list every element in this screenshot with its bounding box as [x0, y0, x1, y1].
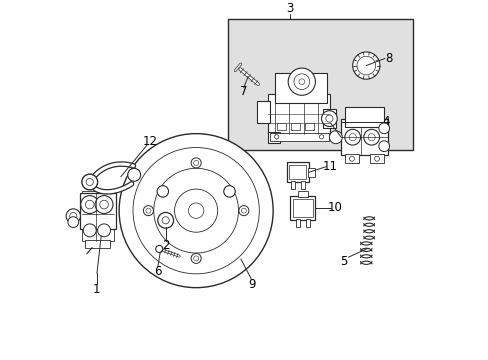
Text: 1: 1: [93, 283, 101, 296]
Circle shape: [321, 111, 337, 126]
Circle shape: [86, 179, 93, 185]
Circle shape: [325, 115, 332, 122]
Circle shape: [224, 186, 235, 197]
Circle shape: [158, 212, 173, 228]
Circle shape: [274, 135, 278, 139]
Circle shape: [378, 123, 389, 134]
Circle shape: [344, 129, 360, 145]
Bar: [305, 123, 314, 130]
Text: 6: 6: [154, 265, 161, 278]
Bar: [80, 193, 115, 229]
Circle shape: [378, 141, 389, 152]
Circle shape: [68, 217, 79, 228]
Circle shape: [143, 206, 153, 216]
Circle shape: [193, 161, 198, 165]
Bar: [257, 102, 269, 123]
Circle shape: [191, 253, 201, 264]
Bar: [297, 190, 307, 197]
Circle shape: [193, 256, 198, 261]
Bar: [307, 168, 314, 177]
Bar: [289, 165, 306, 180]
Bar: [290, 196, 315, 220]
Text: 2: 2: [162, 239, 169, 252]
Bar: [286, 162, 308, 182]
Text: 5: 5: [340, 255, 347, 268]
Bar: [276, 123, 285, 130]
Circle shape: [119, 134, 273, 288]
Bar: [344, 108, 384, 127]
Bar: [81, 191, 114, 241]
Bar: [290, 181, 294, 189]
Bar: [323, 109, 335, 128]
Bar: [295, 219, 300, 228]
Circle shape: [81, 195, 99, 213]
Circle shape: [81, 174, 98, 190]
Circle shape: [348, 134, 356, 141]
Circle shape: [329, 131, 342, 144]
Bar: [305, 219, 309, 228]
Circle shape: [174, 189, 217, 232]
Circle shape: [352, 52, 379, 79]
Text: 7: 7: [240, 85, 247, 98]
Circle shape: [66, 209, 80, 223]
Circle shape: [95, 195, 113, 213]
Text: 3: 3: [286, 3, 293, 15]
Bar: [274, 73, 326, 103]
Circle shape: [70, 212, 77, 220]
Circle shape: [85, 200, 94, 209]
Circle shape: [287, 68, 315, 95]
Circle shape: [83, 224, 96, 237]
Text: 10: 10: [326, 201, 342, 214]
Circle shape: [238, 206, 248, 216]
Circle shape: [356, 56, 375, 75]
Circle shape: [367, 134, 374, 141]
Text: 4: 4: [382, 115, 389, 128]
Circle shape: [133, 148, 259, 274]
Circle shape: [155, 246, 163, 253]
Circle shape: [127, 168, 141, 181]
Bar: [269, 133, 328, 141]
Text: 8: 8: [385, 52, 392, 65]
Bar: [267, 94, 330, 134]
Text: 9: 9: [248, 278, 256, 291]
Circle shape: [349, 156, 354, 161]
Circle shape: [191, 158, 201, 168]
Circle shape: [374, 156, 379, 161]
Circle shape: [145, 208, 151, 213]
Bar: [293, 199, 312, 217]
Circle shape: [319, 135, 323, 139]
Bar: [85, 240, 110, 248]
Circle shape: [363, 129, 379, 145]
Circle shape: [293, 74, 309, 90]
Circle shape: [157, 186, 168, 197]
Circle shape: [298, 79, 304, 85]
Text: 12: 12: [143, 135, 158, 148]
Text: 11: 11: [322, 160, 337, 173]
Circle shape: [241, 208, 246, 213]
Circle shape: [100, 200, 108, 209]
Bar: [267, 132, 280, 143]
Bar: [369, 154, 384, 163]
Circle shape: [153, 168, 238, 253]
Bar: [341, 119, 387, 155]
Bar: [344, 154, 358, 163]
Circle shape: [98, 224, 110, 237]
Circle shape: [188, 203, 203, 219]
Bar: [301, 181, 304, 189]
Circle shape: [162, 217, 169, 224]
Bar: [290, 123, 300, 130]
Bar: [228, 19, 412, 150]
